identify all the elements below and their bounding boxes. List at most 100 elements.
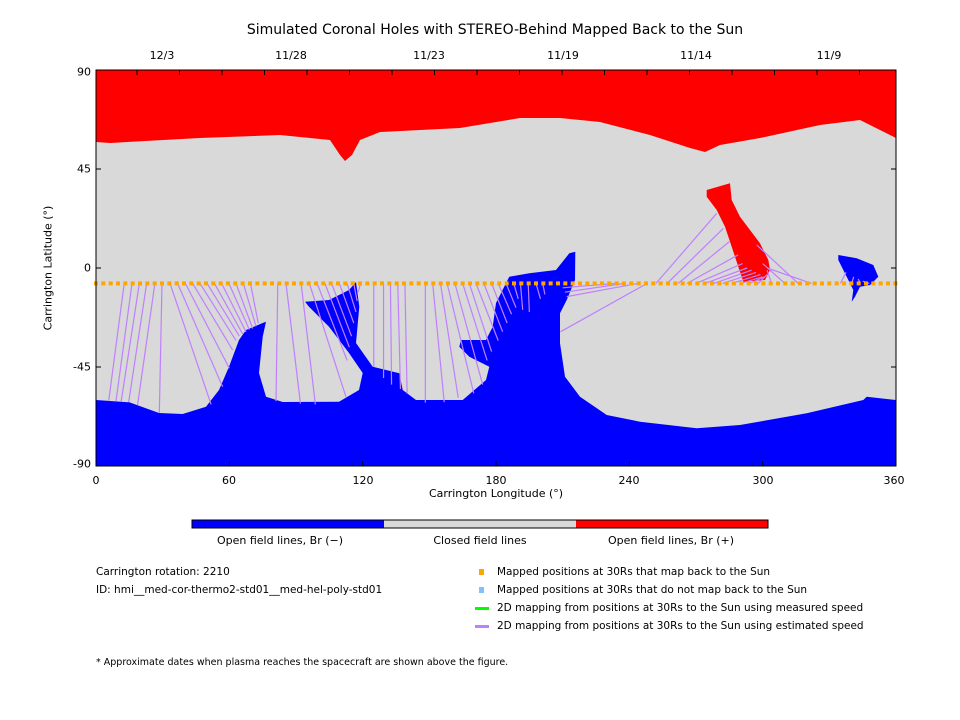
- mapping-line: [731, 274, 761, 284]
- mapping-line: [158, 283, 163, 413]
- y-tick-label: 0: [84, 261, 91, 275]
- mapped-point: [424, 281, 428, 286]
- mapping-line: [560, 282, 648, 333]
- mapped-point: [893, 281, 898, 286]
- mapping-line: [766, 267, 812, 284]
- mapping-line: [184, 283, 230, 369]
- mapping-line: [535, 283, 542, 299]
- mapped-point: [402, 281, 406, 286]
- mapped-point: [160, 281, 164, 286]
- model-id: ID: hmi__med-cor-thermo2-std01__med-hel-…: [96, 584, 383, 596]
- y-tick-label: -45: [73, 360, 91, 374]
- mapped-point: [116, 281, 120, 286]
- legend-label: 2D mapping from positions at 30Rs to the…: [497, 602, 864, 614]
- mapping-line: [389, 283, 393, 385]
- mapping-line: [749, 276, 766, 284]
- mapped-point: [739, 281, 744, 286]
- mapping-line: [839, 272, 847, 284]
- mapped-point: [768, 281, 773, 286]
- mapping-line: [740, 276, 763, 284]
- x-tick-label: 120: [352, 474, 374, 487]
- mapping-line: [324, 283, 350, 348]
- y-tick-label: 45: [77, 162, 91, 176]
- mapped-point: [328, 281, 333, 286]
- colorbar-label: Open field lines, Br (+): [607, 534, 735, 547]
- top-date-label: 11/23: [413, 49, 445, 62]
- mapped-point: [372, 281, 377, 286]
- mapped-point: [108, 281, 113, 286]
- mapped-point: [468, 281, 472, 286]
- mapped-point: [123, 281, 128, 286]
- south-open-negative-region: [96, 251, 896, 466]
- mapped-point: [790, 281, 795, 286]
- top-date-label: 12/3: [149, 49, 175, 62]
- mapped-point: [812, 281, 817, 286]
- mapping-line: [353, 283, 358, 302]
- mapping-line: [490, 283, 508, 324]
- mapped-point: [864, 281, 868, 286]
- mapping-line: [308, 283, 347, 398]
- mapped-point: [416, 281, 421, 286]
- mapped-point: [409, 281, 414, 286]
- mapped-point: [585, 281, 590, 286]
- mapped-point: [636, 281, 641, 286]
- colorbar-positive: [576, 520, 768, 528]
- mapped-point: [783, 281, 788, 286]
- mapped-point: [673, 281, 678, 286]
- mapped-point: [460, 281, 465, 286]
- mapping-line: [446, 283, 475, 394]
- colorbar-negative: [192, 520, 384, 528]
- mapping-line: [468, 283, 493, 352]
- mapping-line: [566, 282, 639, 298]
- mapped-point: [270, 281, 274, 286]
- legend-label: 2D mapping from positions at 30Rs to the…: [497, 620, 864, 632]
- y-axis-label: Carrington Latitude (°): [41, 205, 55, 331]
- mapped-point: [101, 281, 106, 286]
- mapping-line: [513, 283, 519, 299]
- mapped-point: [189, 281, 194, 286]
- mapping-line: [242, 283, 257, 327]
- mapped-point: [350, 281, 355, 286]
- mapped-point: [548, 281, 553, 286]
- mapping-line: [213, 283, 244, 335]
- mapped-point: [629, 281, 634, 286]
- mapped-point: [724, 281, 729, 286]
- mapping-line: [404, 283, 408, 394]
- mapping-line: [655, 213, 718, 284]
- mapped-point: [387, 281, 392, 286]
- mapped-point: [336, 281, 340, 286]
- mapped-point: [431, 281, 436, 286]
- legend-label: Mapped positions at 30Rs that map back t…: [497, 566, 771, 578]
- mapped-point: [211, 281, 216, 286]
- mapping-line: [316, 283, 348, 361]
- mapping-line: [206, 283, 240, 337]
- mapping-line: [169, 283, 212, 405]
- mapped-point: [182, 281, 186, 286]
- mapped-point: [658, 281, 663, 286]
- mapped-point: [438, 281, 443, 286]
- y-tick-label: -90: [73, 457, 91, 471]
- mapped-point: [145, 281, 150, 286]
- mapped-point: [365, 281, 370, 286]
- mapping-line: [695, 263, 743, 284]
- mapped-point: [299, 281, 304, 286]
- mapping-line: [235, 283, 254, 329]
- mapped-point: [702, 281, 707, 286]
- mapped-point: [321, 281, 326, 286]
- mapped-point: [805, 281, 810, 286]
- y-tick-label: 90: [77, 65, 91, 79]
- mapped-point: [754, 281, 758, 286]
- north-open-positive-region: [96, 70, 896, 161]
- mapped-point: [570, 281, 575, 286]
- x-tick-label: 0: [92, 474, 100, 487]
- mapped-point: [600, 281, 604, 286]
- mapped-point: [306, 281, 311, 286]
- mapped-point: [607, 281, 612, 286]
- mapping-line: [136, 283, 156, 406]
- mapped-point: [138, 281, 142, 286]
- mapped-point: [746, 281, 751, 286]
- mapped-point: [248, 281, 252, 286]
- mapped-point: [314, 281, 318, 286]
- mapped-point: [827, 281, 832, 286]
- chart-title: Simulated Coronal Holes with STEREO-Behi…: [246, 22, 744, 38]
